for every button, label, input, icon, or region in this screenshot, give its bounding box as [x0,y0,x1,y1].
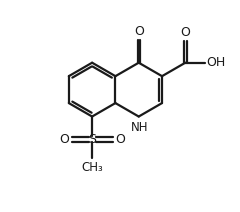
Text: O: O [60,133,69,146]
Text: NH: NH [131,121,149,134]
Text: OH: OH [206,56,225,69]
Text: S: S [88,133,96,146]
Text: O: O [134,25,144,38]
Text: O: O [180,26,190,39]
Text: O: O [115,133,125,146]
Text: CH₃: CH₃ [81,161,103,174]
